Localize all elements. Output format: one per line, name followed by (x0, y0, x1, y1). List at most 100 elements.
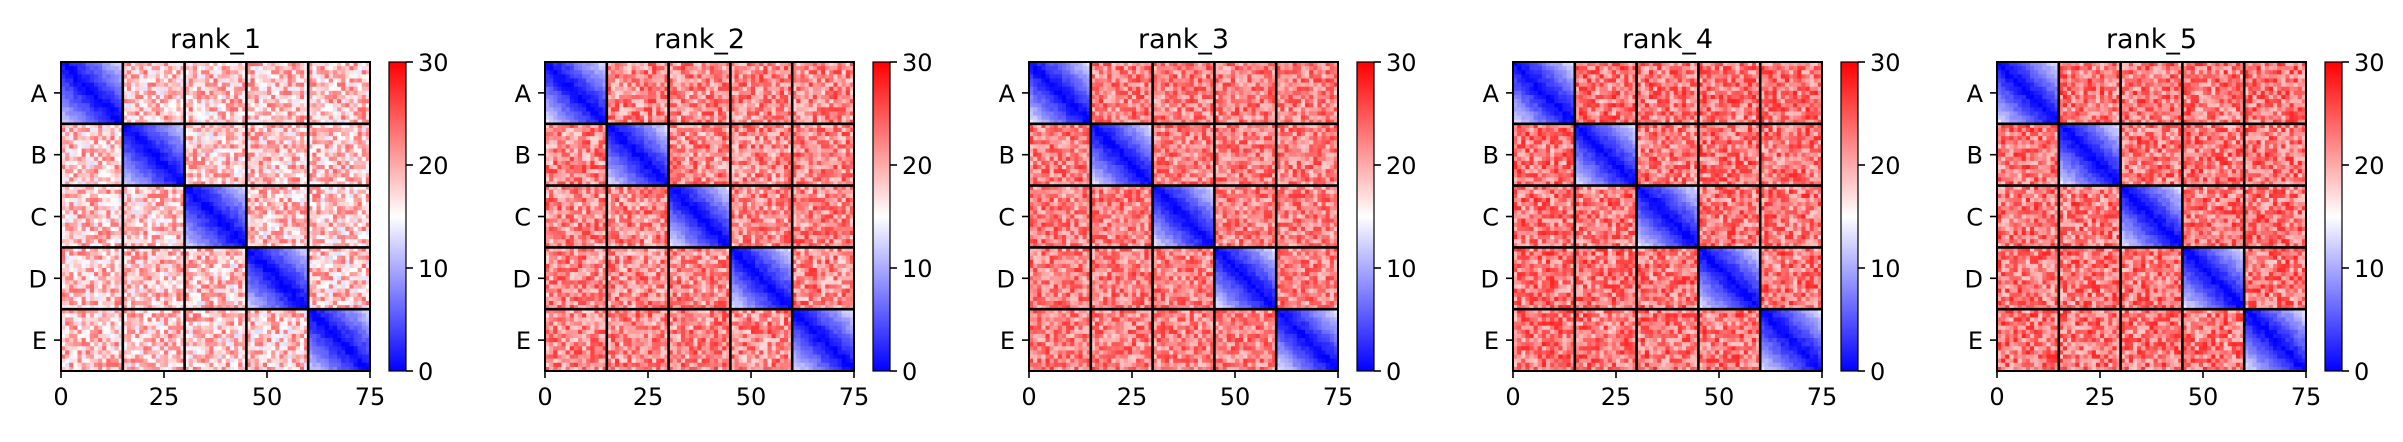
heatmap-cell (325, 116, 330, 121)
heatmap-cell (201, 116, 206, 121)
heatmap-cell (131, 144, 136, 149)
heatmap-cell (300, 83, 305, 88)
heatmap-cell (139, 74, 144, 79)
heatmap-cell (176, 95, 181, 100)
heatmap-cell (73, 74, 78, 79)
heatmap-cell (110, 103, 115, 108)
heatmap-cell (86, 136, 91, 141)
heatmap-cell (135, 111, 140, 116)
heatmap-cell (238, 136, 243, 141)
heatmap-cell (234, 87, 239, 92)
heatmap-cell (152, 74, 157, 79)
heatmap-cell (279, 95, 284, 100)
heatmap-cell (205, 116, 210, 121)
heatmap-cell (238, 107, 243, 112)
heatmap-cell (168, 111, 173, 116)
heatmap-cell (201, 132, 206, 137)
heatmap-cell (148, 83, 153, 88)
heatmap-cell (296, 95, 301, 100)
heatmap-cell (189, 116, 194, 121)
heatmap-cell (325, 128, 330, 133)
heatmap-cell (131, 107, 136, 112)
heatmap-cell (251, 144, 256, 149)
heatmap-cell (251, 107, 256, 112)
heatmap-cell (255, 83, 260, 88)
heatmap-cell (263, 78, 268, 83)
heatmap-cell (90, 103, 95, 108)
heatmap-cell (65, 136, 70, 141)
heatmap-cell (341, 136, 346, 141)
heatmap-cell (69, 66, 74, 71)
heatmap-cell (255, 136, 260, 141)
heatmap-cell (238, 116, 243, 121)
heatmap-cell (209, 91, 214, 96)
heatmap-cell (131, 140, 136, 145)
heatmap-cell (110, 91, 115, 96)
heatmap-cell (358, 128, 363, 133)
heatmap-cell (329, 103, 334, 108)
heatmap-cell (333, 103, 338, 108)
heatmap-cell (139, 132, 144, 137)
heatmap-cell (316, 70, 321, 75)
heatmap-cell (139, 116, 144, 121)
heatmap-cell (226, 87, 231, 92)
heatmap-cell (226, 70, 231, 75)
heatmap-cell (345, 144, 350, 149)
heatmap-cell (271, 140, 276, 145)
heatmap-cell (209, 87, 214, 92)
heatmap-cell (279, 107, 284, 112)
heatmap-cell (316, 95, 321, 100)
heatmap-cell (362, 74, 367, 79)
heatmap-cell (189, 103, 194, 108)
heatmap-cell (86, 83, 91, 88)
heatmap-cell (354, 74, 359, 79)
heatmap-cell (218, 140, 223, 145)
heatmap-cell (283, 140, 288, 145)
heatmap-cell (288, 87, 293, 92)
heatmap-cell (213, 107, 218, 112)
heatmap-cell (164, 91, 169, 96)
heatmap-cell (259, 70, 264, 75)
heatmap-cell (73, 132, 78, 137)
heatmap-cell (209, 103, 214, 108)
heatmap-cell (279, 74, 284, 79)
heatmap-cell (193, 111, 198, 116)
heatmap-cell (230, 136, 235, 141)
heatmap-cell (77, 103, 82, 108)
heatmap-cell (358, 87, 363, 92)
heatmap-cell (172, 107, 177, 112)
heatmap-cell (341, 128, 346, 133)
heatmap-cell (106, 136, 111, 141)
heatmap-cell (102, 136, 107, 141)
heatmap-cell (205, 74, 210, 79)
heatmap-cell (271, 66, 276, 71)
heatmap-cell (358, 91, 363, 96)
heatmap-cell (127, 95, 132, 100)
heatmap-cell (316, 78, 321, 83)
heatmap-cell (73, 78, 78, 83)
heatmap-cell (73, 111, 78, 116)
heatmap-cell (341, 70, 346, 75)
heatmap-cell (160, 132, 165, 137)
heatmap-cell (102, 107, 107, 112)
heatmap-cell (292, 83, 297, 88)
heatmap-cell (251, 83, 256, 88)
heatmap-cell (193, 107, 198, 112)
heatmap-cell (263, 136, 268, 141)
heatmap-cell (106, 116, 111, 121)
heatmap-cell (90, 132, 95, 137)
heatmap-cell (296, 107, 301, 112)
heatmap-cell (110, 140, 115, 145)
heatmap-cell (230, 83, 235, 88)
heatmap-cell (349, 70, 354, 75)
heatmap-cell (259, 107, 264, 112)
heatmap-cell (321, 107, 326, 112)
heatmap-cell (275, 91, 280, 96)
heatmap-cell (275, 116, 280, 121)
heatmap-cell (222, 107, 227, 112)
heatmap-cell (271, 87, 276, 92)
heatmap-cell (259, 111, 264, 116)
heatmap-cell (164, 136, 169, 141)
heatmap-cell (312, 87, 317, 92)
heatmap-cell (345, 99, 350, 104)
